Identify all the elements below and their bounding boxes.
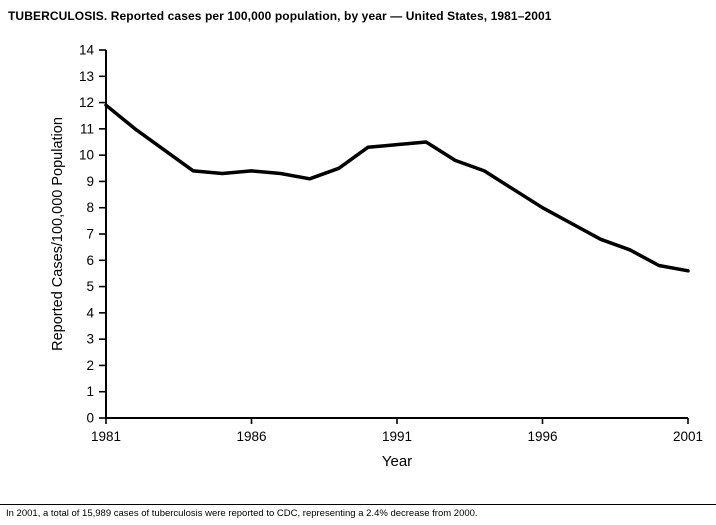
y-tick-label: 6 [86, 253, 94, 268]
x-tick-label: 2001 [673, 429, 703, 444]
chart-area: 0 1 2 3 4 5 6 7 8 9 10 11 12 13 14 1981 1986 1991 1996 2001… [0, 23, 716, 480]
x-tick-label: 1981 [91, 429, 121, 444]
y-tick-label: 11 [80, 121, 94, 136]
axes [105, 50, 688, 419]
y-tick-label: 10 [79, 148, 94, 163]
tb-rate-line [104, 103, 690, 273]
y-axis-title: Reported Cases/100,000 Population [50, 117, 66, 351]
x-tick-label: 1996 [527, 429, 557, 444]
x-axis-ticks: 1981 1986 1991 1996 2001 [91, 418, 703, 444]
x-tick-label: 1991 [382, 429, 412, 444]
y-tick-label: 0 [86, 411, 94, 426]
footnote-section: In 2001, a total of 15,989 cases of tube… [0, 504, 716, 525]
y-tick-label: 5 [86, 279, 94, 294]
y-tick-label: 3 [86, 332, 94, 347]
y-tick-label: 4 [86, 305, 94, 320]
y-tick-label: 14 [79, 43, 95, 58]
y-tick-label: 13 [79, 69, 94, 84]
y-tick-label: 1 [86, 384, 94, 399]
y-tick-label: 9 [86, 174, 94, 189]
footnote-text: In 2001, a total of 15,989 cases of tube… [6, 508, 478, 519]
y-tick-label: 12 [79, 95, 94, 110]
x-tick-label: 1986 [236, 429, 266, 444]
y-tick-label: 2 [86, 358, 94, 373]
chart-title: TUBERCULOSIS. Reported cases per 100,000… [8, 9, 552, 23]
x-axis-title: Year [382, 453, 412, 470]
y-tick-label: 7 [86, 227, 94, 242]
y-tick-label: 8 [86, 200, 94, 215]
